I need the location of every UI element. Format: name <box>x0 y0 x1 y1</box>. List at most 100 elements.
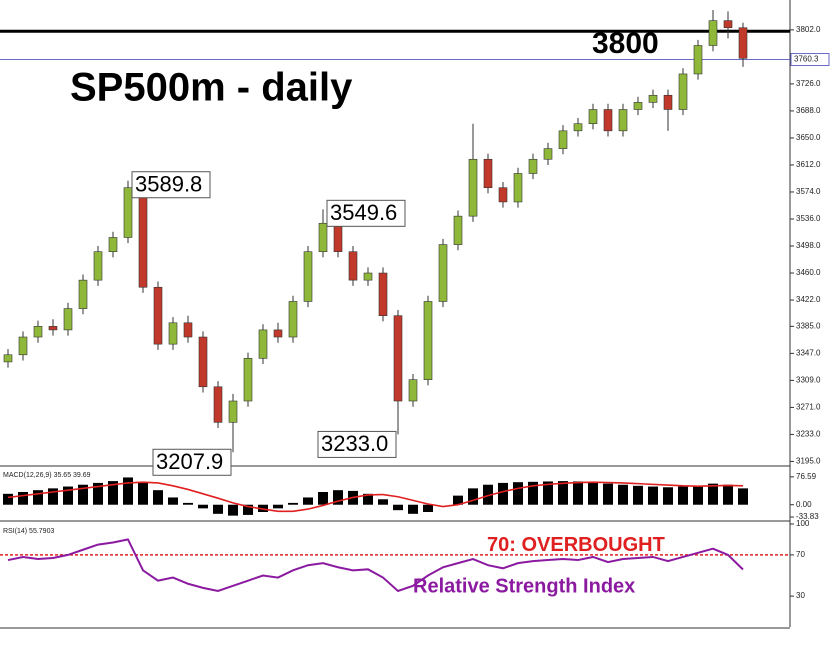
y-tick-label: 3688.0 <box>796 106 821 115</box>
level-label: 3800 <box>592 27 659 60</box>
candle-body <box>18 336 28 356</box>
annotation-box <box>326 199 406 227</box>
annotation: 3233.0 <box>321 431 388 456</box>
candle-body <box>138 187 148 288</box>
candle-body <box>183 322 193 338</box>
rsi-line <box>7 538 744 593</box>
candle-body <box>153 286 163 345</box>
y-tick-label: 76.59 <box>796 472 817 481</box>
y-tick-label: 3347.0 <box>796 348 821 357</box>
candle-body <box>258 329 268 359</box>
macd-bar <box>408 504 418 514</box>
macd-bar <box>528 481 538 505</box>
level-label: 3760.3 <box>794 55 819 64</box>
macd-bar <box>123 477 133 505</box>
candle-body <box>573 123 583 132</box>
candle-body <box>483 158 493 189</box>
macd-bar <box>288 502 298 505</box>
y-tick-label: 3271.0 <box>796 403 821 412</box>
candle-body <box>693 45 703 75</box>
candle-body <box>108 237 118 252</box>
candle-body <box>528 158 538 174</box>
macd-bar <box>303 497 313 505</box>
y-tick-label: 3195.0 <box>796 457 821 466</box>
y-tick-label: 30 <box>796 591 805 600</box>
candle-body <box>438 244 448 302</box>
macd-bar <box>693 485 703 505</box>
y-tick-label: 3385.0 <box>796 321 821 330</box>
annotation-box <box>131 171 211 199</box>
candle-body <box>78 279 88 309</box>
candle-body <box>348 251 358 281</box>
pane-title: RSI(14) 55.7903 <box>3 528 54 535</box>
y-tick-label: 3726.0 <box>796 79 821 88</box>
y-tick-label: 3498.0 <box>796 241 821 250</box>
macd-bar <box>723 484 733 505</box>
macd-bar <box>378 499 388 505</box>
macd-bar <box>198 504 208 509</box>
y-tick-label: 3574.0 <box>796 187 821 196</box>
macd-bar <box>213 504 223 514</box>
candle-body <box>498 187 508 203</box>
candle-body <box>333 222 343 252</box>
level-label: 70: OVERBOUGHT <box>487 534 665 556</box>
macd-bar <box>168 497 178 505</box>
y-tick-label: 3612.0 <box>796 160 821 169</box>
candle-body <box>393 315 403 402</box>
y-tick-label: -33.83 <box>796 512 819 521</box>
candle-body <box>423 301 433 380</box>
macd-bar <box>48 488 58 505</box>
macd-bar <box>33 490 43 505</box>
macd-bar <box>618 484 628 505</box>
macd-bar <box>573 481 583 505</box>
candle-body <box>303 251 313 302</box>
macd-bar <box>153 490 163 505</box>
macd-bar <box>63 486 73 505</box>
annotation: 3549.6 <box>330 200 397 225</box>
macd-bar <box>648 486 658 505</box>
candle-body <box>468 158 478 217</box>
macd-bar <box>588 482 598 505</box>
annotation-box <box>152 448 232 476</box>
macd-bar <box>228 504 238 516</box>
macd-bar <box>603 483 613 505</box>
macd-bar <box>243 504 253 515</box>
y-tick-label: 3233.0 <box>796 430 821 439</box>
macd-bar <box>543 481 553 505</box>
candle-body <box>123 187 133 238</box>
macd-bar <box>678 486 688 505</box>
macd-bar <box>738 488 748 505</box>
macd-bar <box>393 504 403 511</box>
y-tick-label: 3422.0 <box>796 295 821 304</box>
annotation: 3207.9 <box>156 449 223 474</box>
candle-body <box>48 326 58 331</box>
annotation: Relative Strength Index <box>413 575 635 597</box>
macd-bar <box>363 493 373 505</box>
candle-body <box>618 109 628 132</box>
candle-body <box>588 109 598 125</box>
candle-body <box>723 20 733 29</box>
candle-body <box>168 322 178 345</box>
candle-body <box>378 272 388 316</box>
pane-title: MACD(12,26,9) 35.65 39.69 <box>3 472 91 479</box>
macd-bar <box>453 495 463 505</box>
macd-bar <box>498 482 508 505</box>
candle-body <box>663 94 673 110</box>
candle-body <box>408 379 418 402</box>
macd-bar <box>333 490 343 505</box>
chart-title: SP500m - daily <box>70 66 353 110</box>
macd-bar <box>708 483 718 505</box>
candle-body <box>93 251 103 281</box>
y-tick-label: 0.00 <box>796 500 812 509</box>
candle-body <box>198 336 208 388</box>
candle-body <box>288 301 298 338</box>
macd-bar <box>108 481 118 505</box>
candle-body <box>63 308 73 331</box>
candle-body <box>543 148 553 160</box>
macd-bar <box>18 492 28 505</box>
y-tick-label: 100 <box>796 519 810 528</box>
macd-bar <box>483 484 493 505</box>
y-tick-label: 3309.0 <box>796 375 821 384</box>
